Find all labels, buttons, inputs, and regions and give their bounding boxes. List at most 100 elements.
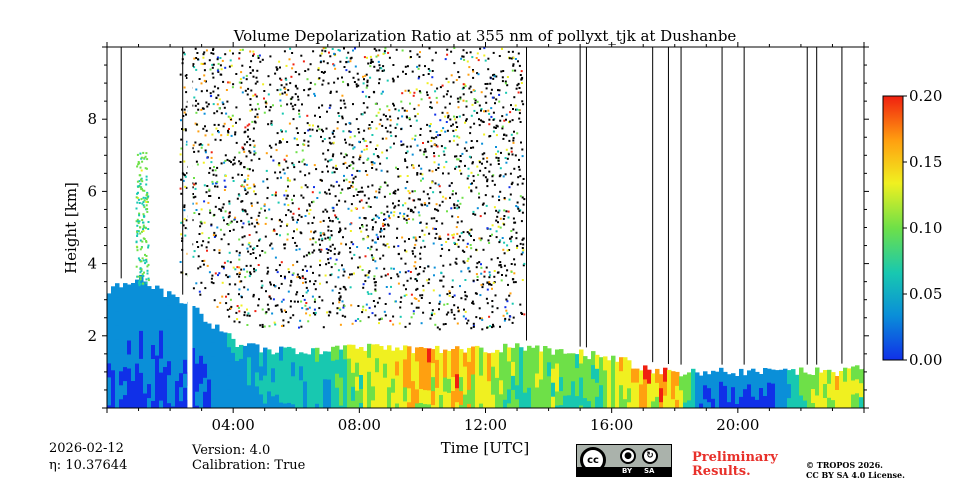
noise-speck [520,91,523,94]
noise-speck [484,110,487,113]
noise-speck [332,63,335,66]
noise-speck [273,228,276,231]
noise-speck [465,119,467,122]
noise-speck [207,143,210,146]
noise-speck [455,79,458,81]
noise-speck [311,243,314,246]
noise-speck [444,323,447,325]
noise-speck [246,247,249,250]
aerosol-cell [295,354,300,369]
noise-speck [522,264,525,267]
noise-speck [256,201,259,204]
aerosol-cell [583,398,588,408]
noise-speck [199,143,202,146]
aerosol-cell [859,383,864,398]
noise-speck [341,188,344,191]
noise-speck [400,296,403,299]
aerosol-cell [207,323,212,338]
noise-speck [453,313,456,316]
noise-speck [387,51,390,54]
aerosol-cell [343,359,348,374]
aerosol-cell [539,351,544,366]
noise-speck [339,99,342,102]
noise-speck [234,216,237,219]
noise-speck [343,47,345,50]
aerosol-cell [499,380,504,395]
noise-speck [465,51,468,54]
noise-speck [324,274,327,277]
aerosol-cell [323,351,328,366]
noise-speck [222,265,225,268]
noise-speck [309,87,312,90]
noise-speck [484,176,487,179]
noise-speck [491,300,494,302]
aerosol-cell [355,390,360,406]
noise-speck [252,295,255,298]
aerosol-cell [627,360,632,375]
noise-speck [514,154,517,157]
noise-speck [332,153,335,156]
noise-speck [450,182,453,185]
noise-speck [474,99,477,102]
aerosol-cell [535,401,540,408]
noise-speck [475,273,478,276]
noise-speck [351,174,354,177]
aerosol-cell [155,327,160,343]
plume-speck [139,152,142,155]
noise-speck [483,133,486,136]
noise-speck [363,148,366,151]
noise-speck [442,264,445,267]
aerosol-cell [399,406,404,408]
noise-speck [344,288,347,291]
noise-speck [422,284,425,287]
noise-speck [503,264,506,267]
noise-speck [326,251,329,254]
plume-speck [138,212,141,215]
aerosol-cell [147,300,152,315]
plume-speck [142,151,145,154]
noise-speck [402,284,405,287]
noise-speck [268,295,271,298]
noise-speck [336,307,339,310]
noise-speck [505,118,507,121]
noise-speck [494,127,497,129]
noise-speck [492,51,495,54]
noise-speck [471,161,474,164]
plume-speck [137,163,140,166]
aerosol-cell [607,388,612,403]
noise-speck [290,75,293,78]
noise-speck [379,230,382,233]
noise-speck [206,156,209,159]
noise-speck [394,192,397,195]
noise-speck [452,236,455,239]
noise-speck [502,217,505,220]
noise-speck [236,266,239,269]
noise-speck [276,132,279,135]
noise-speck [483,152,486,155]
plume-speck [135,265,138,268]
noise-speck [248,223,251,226]
noise-speck [211,72,214,75]
noise-speck [505,134,508,137]
noise-speck [240,174,243,176]
noise-speck [434,182,437,185]
aerosol-cell [363,392,368,408]
noise-speck [320,71,323,73]
noise-speck [325,192,328,195]
noise-speck [402,70,404,73]
aerosol-cell [163,339,168,354]
plume-speck [136,275,139,278]
noise-speck [199,265,202,268]
aerosol-cell [575,396,580,408]
noise-speck [314,83,317,86]
noise-speck [278,162,281,165]
noise-speck [344,227,347,230]
noise-speck [373,47,376,50]
aerosol-cell [447,378,452,394]
noise-speck [406,145,409,148]
noise-speck [241,236,244,239]
noise-speck [283,309,286,312]
noise-speck [510,270,513,273]
noise-speck [392,64,395,66]
aerosol-cell [787,384,792,399]
